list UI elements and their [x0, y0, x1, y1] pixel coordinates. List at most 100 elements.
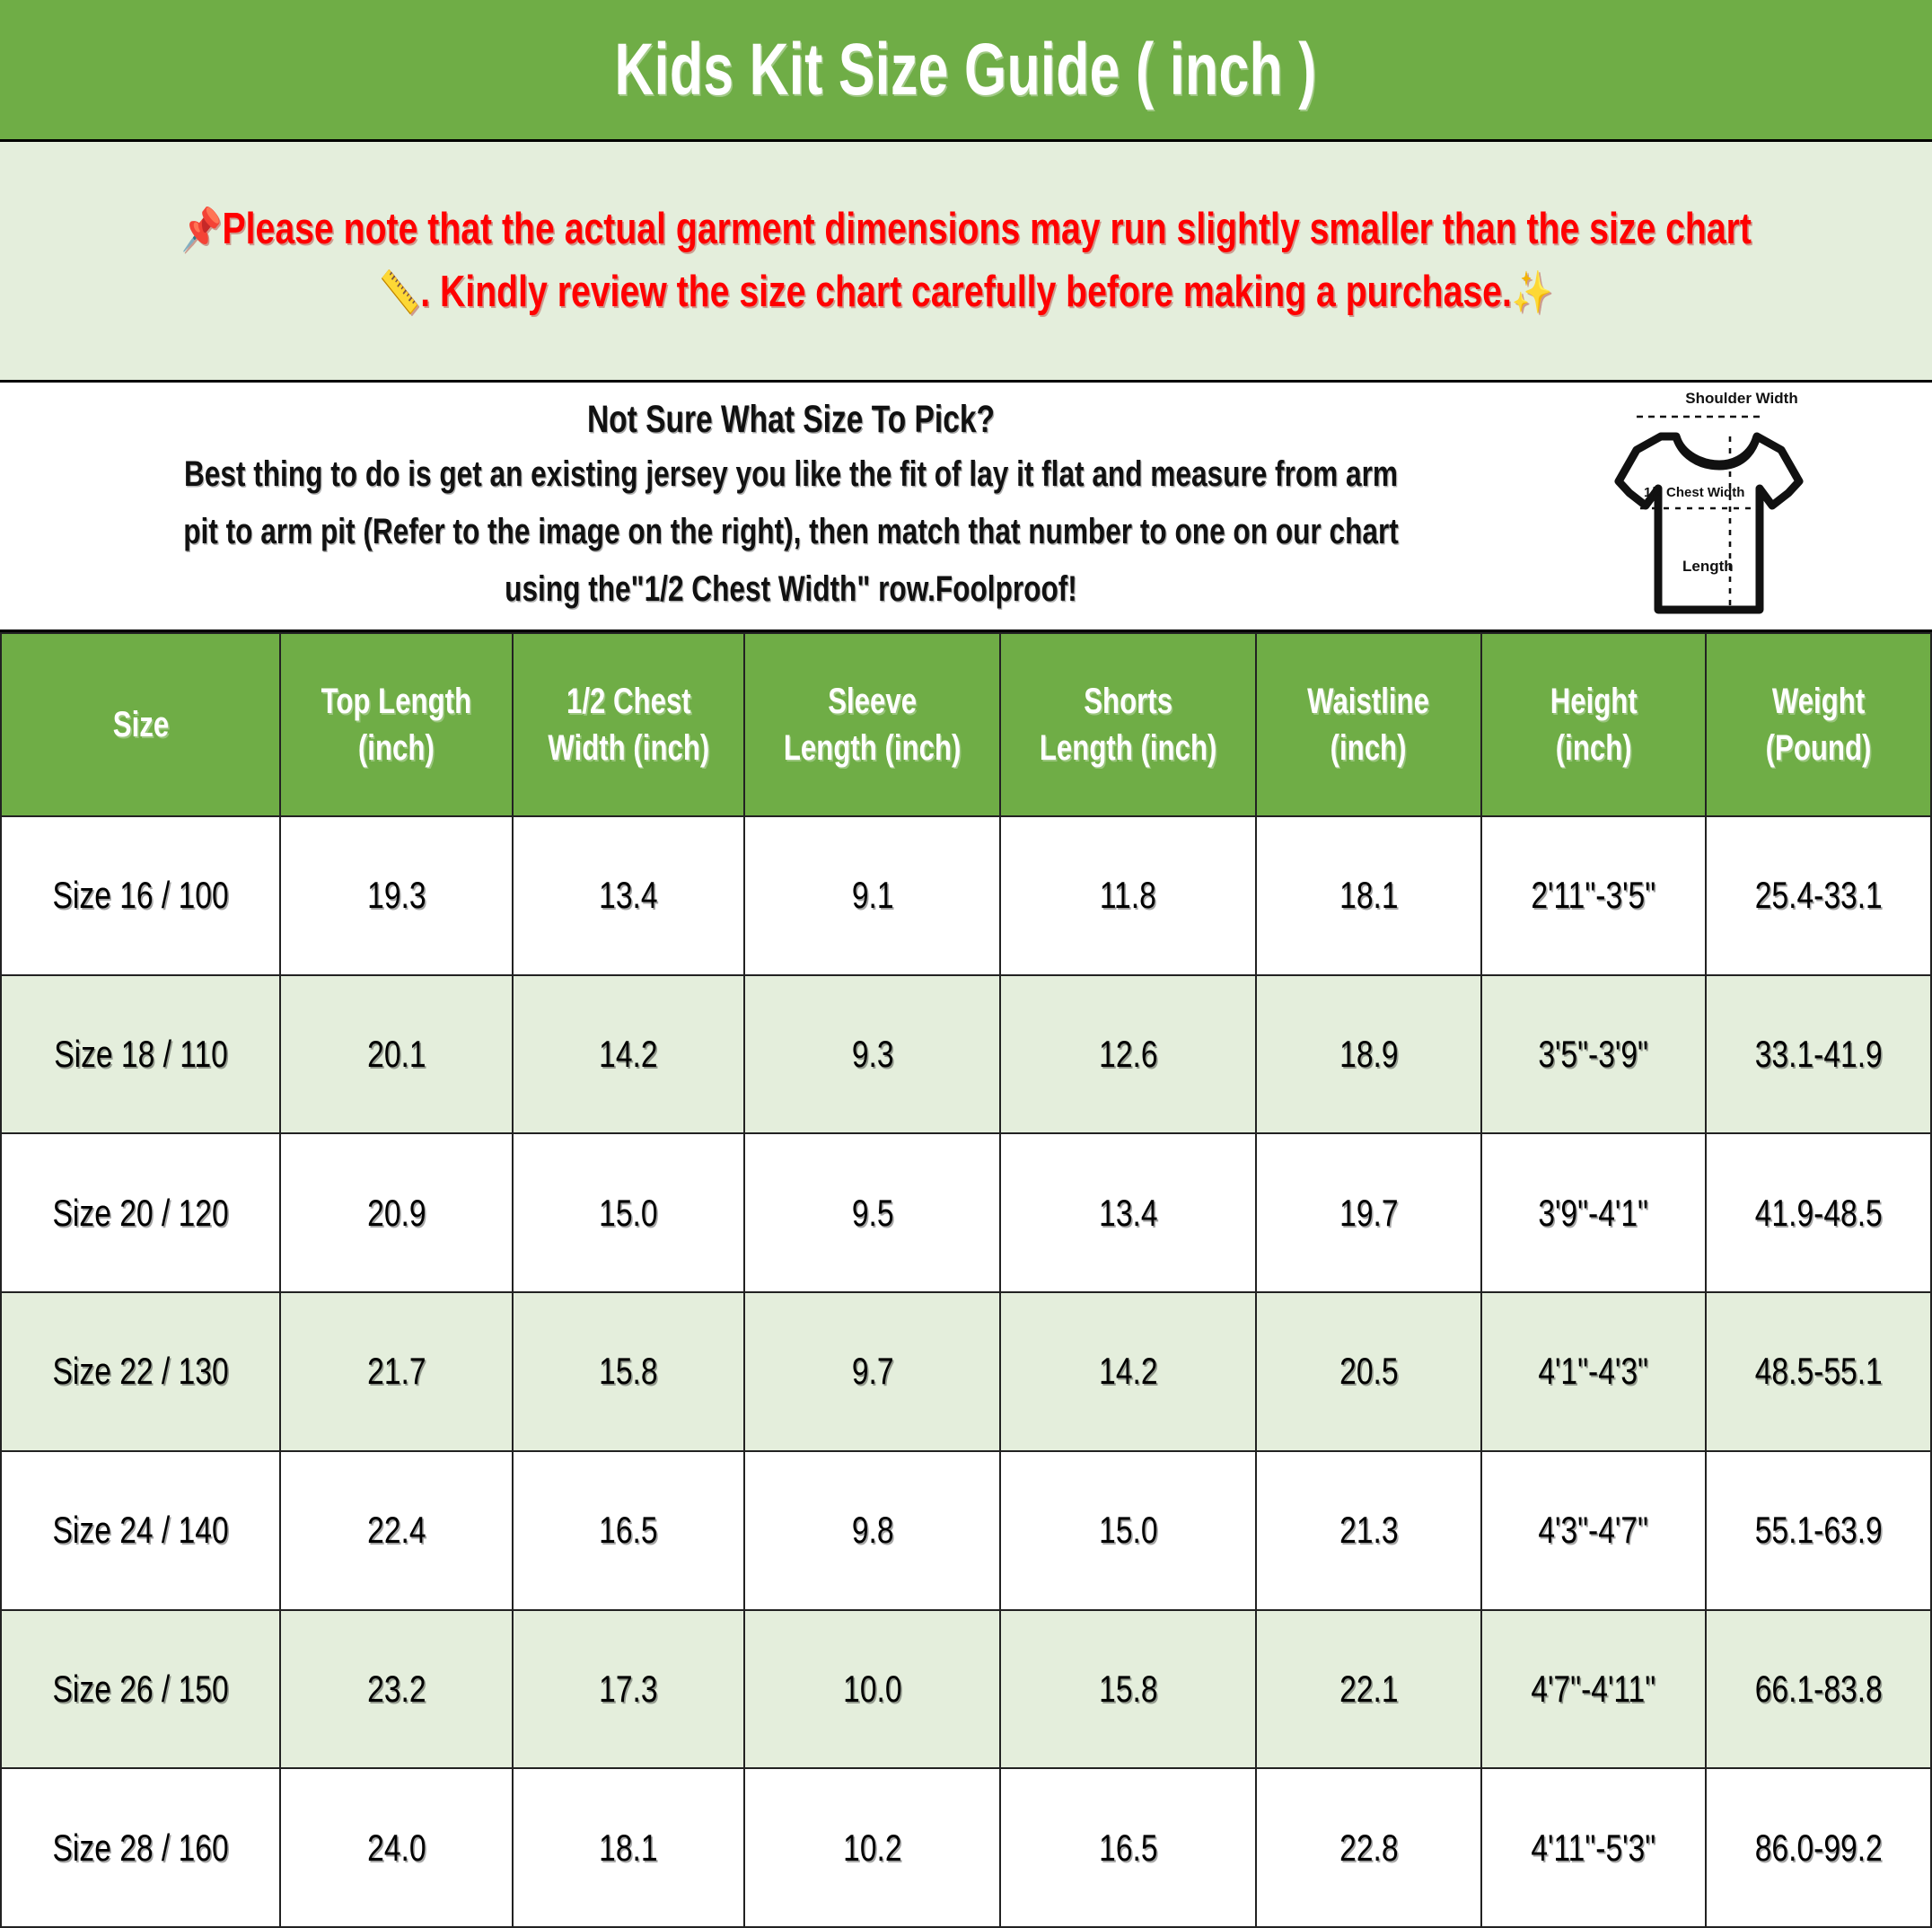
- cell-value: 48.5-55.1: [1754, 1350, 1883, 1393]
- table-cell: 15.8: [511, 1291, 746, 1452]
- cell-value: Size 26 / 150: [52, 1667, 229, 1710]
- cell-value: 11.8: [1100, 874, 1157, 917]
- cell-value: 4'1"-4'3": [1538, 1350, 1649, 1393]
- cell-value: Size 28 / 160: [52, 1826, 229, 1869]
- table-cell: 16.5: [511, 1449, 746, 1611]
- shoulder-width-text: Shoulder Width: [1685, 390, 1797, 407]
- sparkles-icon: ✨: [1511, 267, 1553, 316]
- cell-value: 33.1-41.9: [1754, 1033, 1883, 1076]
- column-header-waistline-label: Waistline (inch): [1307, 682, 1430, 768]
- column-header-waistline: Waistline (inch): [1255, 632, 1482, 817]
- table-cell: 10.2: [743, 1767, 1002, 1928]
- cell-value: 4'7"-4'11": [1531, 1667, 1656, 1710]
- table-cell: 18.9: [1255, 973, 1482, 1135]
- cell-value: 12.6: [1098, 1033, 1158, 1076]
- table-cell: 16.5: [999, 1767, 1258, 1928]
- table-cell: 2'11"-3'5": [1480, 815, 1708, 976]
- cell-value: 20.5: [1339, 1350, 1399, 1393]
- table-row: Size 20 / 120 20.9 15.0 9.5 13.4 19.7 3'9"-4'1…: [0, 1132, 1932, 1294]
- cell-value: 14.2: [599, 1033, 658, 1076]
- table-cell: 18.1: [1255, 815, 1482, 976]
- table-cell: 41.9-48.5: [1705, 1132, 1932, 1294]
- table-cell: 21.3: [1255, 1449, 1482, 1611]
- size-chart-table: Size Top Length (inch) 1/2 Chest Width (…: [0, 632, 1932, 1928]
- cell-value: 16.5: [1098, 1826, 1158, 1869]
- cell-value: 15.8: [599, 1350, 658, 1393]
- cell-value: 22.1: [1339, 1667, 1399, 1710]
- table-body: Size 16 / 100 19.3 13.4 9.1 11.8 18.1 2'11"-3'…: [0, 815, 1932, 1928]
- tshirt-measurement-diagram: Shoulder Width 1/2 Chest Width Le: [1573, 387, 1932, 629]
- table-cell: 9.7: [743, 1291, 1002, 1452]
- notice-text-1: Please note that the actual garment dime…: [222, 204, 1752, 253]
- cell-value: 20.1: [366, 1033, 426, 1076]
- table-cell: 3'9"-4'1": [1480, 1132, 1708, 1294]
- cell-value: 15.8: [1098, 1667, 1158, 1710]
- tshirt-icon: Shoulder Width 1/2 Chest Width Le: [1614, 390, 1804, 613]
- cell-value: 17.3: [599, 1667, 658, 1710]
- table-cell-size: Size 28 / 160: [0, 1767, 282, 1928]
- cell-value: 19.3: [366, 874, 426, 917]
- cell-value: 9.1: [851, 874, 894, 917]
- cell-value: 9.3: [851, 1033, 894, 1076]
- table-cell-size: Size 18 / 110: [0, 973, 282, 1135]
- table-cell: 23.2: [279, 1608, 514, 1770]
- table-header: Size Top Length (inch) 1/2 Chest Width (…: [0, 632, 1932, 817]
- table-cell: 12.6: [999, 973, 1258, 1135]
- column-header-size: Size: [0, 632, 282, 817]
- table-cell: 3'5"-3'9": [1480, 973, 1708, 1135]
- table-cell: 25.4-33.1: [1705, 815, 1932, 976]
- cell-value: 13.4: [599, 874, 658, 917]
- cell-value: 21.7: [366, 1350, 426, 1393]
- cell-value: 86.0-99.2: [1754, 1826, 1883, 1869]
- column-header-height: Height (inch): [1480, 632, 1708, 817]
- cell-value: 3'9"-4'1": [1538, 1191, 1649, 1234]
- column-header-half-chest-width-label: 1/2 Chest Width (inch): [548, 682, 710, 768]
- table-cell: 13.4: [999, 1132, 1258, 1294]
- title-bar: Kids Kit Size Guide ( inch ): [0, 0, 1932, 142]
- cell-value: 24.0: [366, 1826, 426, 1869]
- table-row: Size 22 / 130 21.7 15.8 9.7 14.2 20.5 4'1"-4'3…: [0, 1291, 1932, 1452]
- column-header-top-length-label: Top Length (inch): [321, 682, 472, 768]
- table-cell-size: Size 16 / 100: [0, 815, 282, 976]
- cell-value: 10.0: [843, 1667, 902, 1710]
- cell-value: 22.8: [1339, 1826, 1399, 1869]
- cell-value: 15.0: [599, 1191, 658, 1234]
- cell-value: 15.0: [1098, 1509, 1158, 1552]
- column-header-shorts-length: Shorts Length (inch): [999, 632, 1258, 817]
- table-cell-size: Size 24 / 140: [0, 1449, 282, 1611]
- cell-value: Size 16 / 100: [52, 874, 229, 917]
- notice-band: 📌Please note that the actual garment dim…: [0, 142, 1932, 383]
- table-cell: 14.2: [999, 1291, 1258, 1452]
- info-body-line-1: Best thing to do is get an existing jers…: [183, 453, 1399, 494]
- column-header-sleeve-length-label: Sleeve Length (inch): [783, 682, 962, 768]
- cell-value: 23.2: [366, 1667, 426, 1710]
- cell-value: 18.1: [599, 1826, 658, 1869]
- table-cell: 4'1"-4'3": [1480, 1291, 1708, 1452]
- cell-value: Size 20 / 120: [52, 1191, 229, 1234]
- cell-value: 9.5: [851, 1191, 894, 1234]
- table-row: Size 28 / 160 24.0 18.1 10.2 16.5 22.8 4'11"-5…: [0, 1767, 1932, 1928]
- table-cell-size: Size 26 / 150: [0, 1608, 282, 1770]
- cell-value: 21.3: [1339, 1509, 1399, 1552]
- table-cell: 33.1-41.9: [1705, 973, 1932, 1135]
- table-cell: 19.3: [279, 815, 514, 976]
- table-cell: 4'7"-4'11": [1480, 1608, 1708, 1770]
- table-cell-size: Size 20 / 120: [0, 1132, 282, 1294]
- table-cell: 17.3: [511, 1608, 746, 1770]
- column-header-top-length: Top Length (inch): [279, 632, 514, 817]
- table-cell: 55.1-63.9: [1705, 1449, 1932, 1611]
- table-cell-size: Size 22 / 130: [0, 1291, 282, 1452]
- cell-value: 19.7: [1339, 1191, 1399, 1234]
- pushpin-icon: 📌: [180, 204, 223, 253]
- table-cell: 9.8: [743, 1449, 1002, 1611]
- notice-line-1: 📌Please note that the actual garment dim…: [180, 198, 1751, 261]
- column-header-height-label: Height (inch): [1550, 682, 1638, 768]
- page-title: Kids Kit Size Guide ( inch ): [614, 28, 1318, 110]
- tshirt-neck: [1672, 434, 1761, 471]
- cell-value: 66.1-83.8: [1754, 1667, 1883, 1710]
- cell-value: 18.9: [1339, 1033, 1399, 1076]
- table-cell: 9.5: [743, 1132, 1002, 1294]
- ruler-icon: 📏: [379, 267, 421, 316]
- table-cell: 22.8: [1255, 1767, 1482, 1928]
